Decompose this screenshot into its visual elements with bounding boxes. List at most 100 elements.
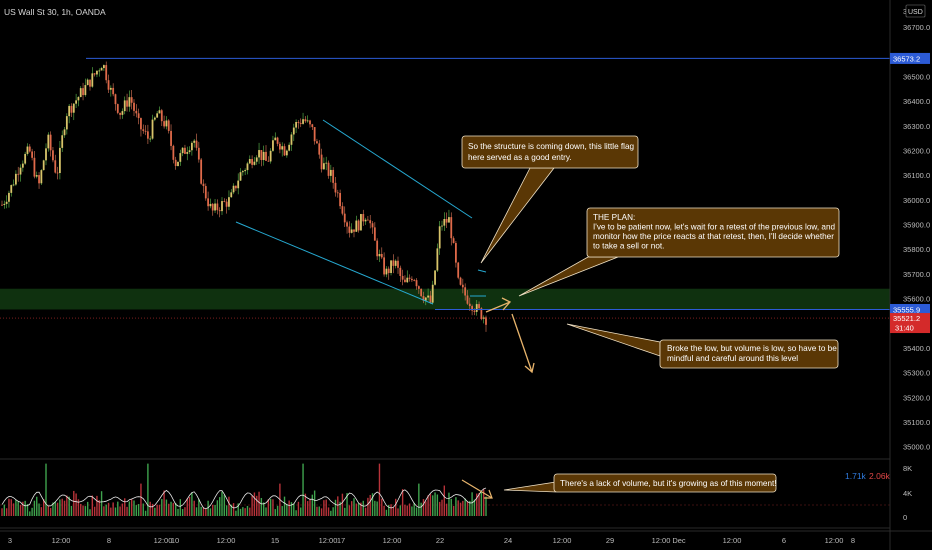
volume-bar — [350, 501, 353, 516]
price-tick-label: 36100.0 — [903, 171, 930, 180]
volume-bar — [253, 492, 256, 516]
volume-bar — [450, 498, 452, 516]
candle-body — [8, 192, 10, 202]
flag-lower-trendline — [235, 221, 434, 305]
candle-body — [45, 148, 47, 161]
candle-body — [119, 112, 122, 115]
candle-body — [454, 243, 457, 263]
volume-bar — [383, 505, 385, 516]
symbol-title[interactable]: US Wall St 30, 1h, OANDA — [4, 7, 106, 17]
candle-body — [429, 295, 432, 303]
candle-body — [473, 310, 476, 312]
price-tick-label: 35100.0 — [903, 418, 930, 427]
volume-bar — [286, 503, 288, 516]
candle-body — [346, 222, 348, 227]
volume-bar — [327, 507, 330, 516]
volume-bar — [100, 491, 103, 516]
price-tick-label: 36500.0 — [903, 73, 930, 82]
volume-bar — [464, 498, 466, 516]
volume-bar — [42, 499, 45, 516]
volume-bar — [126, 506, 128, 516]
candle-body — [369, 220, 372, 224]
candle-body — [128, 97, 131, 107]
volume-bar — [302, 463, 304, 516]
volume-bar — [174, 502, 177, 516]
candle-body — [234, 185, 237, 189]
candle-body — [77, 97, 80, 101]
candle-countdown: 31:40 — [895, 324, 914, 333]
candle-body — [26, 146, 29, 154]
candle-body — [322, 163, 325, 170]
structure-callout[interactable]: So the structure is coming down, this li… — [461, 135, 639, 264]
volume-bar — [432, 495, 434, 516]
candle-body — [42, 160, 45, 171]
candle-body — [427, 295, 430, 298]
candle-body — [253, 161, 256, 165]
candle-body — [209, 203, 212, 207]
candle-body — [114, 94, 117, 105]
candle-body — [362, 214, 365, 222]
price-axis[interactable]: 3 USD 36700.0 36500.0 36400.0 36300.0 36200.… — [889, 0, 932, 550]
volume-bar — [330, 510, 332, 516]
candle-body — [357, 220, 360, 231]
candle-body — [327, 162, 330, 176]
volume-bar — [193, 500, 195, 516]
volume-note: There's a lack of volume, but it's growi… — [560, 479, 777, 488]
projection-retest-arrowhead — [501, 297, 512, 311]
volume-bar — [191, 492, 193, 516]
volume-bar — [276, 505, 279, 516]
volume-bar — [411, 506, 413, 516]
volume-bar — [360, 502, 362, 516]
candle-body — [61, 135, 64, 148]
volume-bar — [364, 507, 367, 516]
currency-button[interactable] — [905, 4, 926, 18]
volume-callout[interactable]: There's a lack of volume, but it's growi… — [503, 473, 777, 493]
volume-bar — [93, 506, 96, 516]
candle-body — [112, 87, 115, 95]
volume-bar — [40, 507, 43, 516]
volume-tick-4k: 4K — [903, 489, 912, 498]
volume-bar — [346, 493, 348, 516]
volume-bar — [181, 508, 184, 516]
candle-body — [86, 79, 89, 86]
candle-body — [376, 240, 379, 257]
candle-body — [82, 88, 84, 96]
candle-body — [105, 65, 108, 81]
volume-bar — [96, 495, 98, 516]
candle-body — [468, 303, 471, 307]
time-tick-label: 6 — [782, 536, 786, 545]
candle-body — [404, 279, 406, 283]
break-callout[interactable]: Broke the low, but volume is low, so hav… — [566, 323, 839, 369]
candle-body — [188, 150, 191, 153]
volume-bar — [161, 498, 163, 516]
volume-bar — [214, 504, 216, 516]
candle-body — [283, 146, 286, 156]
time-tick-label: 3 — [8, 536, 12, 545]
time-tick-label: 10 — [171, 536, 179, 545]
volume-bar — [281, 506, 283, 516]
candle-body — [466, 295, 469, 304]
candle-body — [65, 116, 68, 130]
plan-callout[interactable]: THE PLAN: I've to be patient now, let's w… — [518, 207, 840, 297]
volume-bar — [22, 501, 24, 516]
high-price-tag — [890, 52, 930, 64]
volume-bar — [19, 504, 22, 516]
svg-text:THE PLAN:I've to be patient no: THE PLAN: I've to be patient now, let's w… — [593, 213, 836, 251]
candle-body — [297, 121, 300, 123]
volume-bar — [70, 505, 73, 516]
volume-arrow-head — [484, 489, 493, 499]
candle-body — [79, 88, 82, 98]
volume-bar — [443, 485, 446, 516]
price-tick-label: 36700.0 — [903, 23, 930, 32]
time-tick-label: 24 — [504, 536, 512, 545]
price-tick-label: 36300.0 — [903, 122, 930, 131]
structure-callout-box — [461, 135, 639, 169]
time-tick-label: 29 — [606, 536, 614, 545]
candle-body — [216, 203, 219, 211]
plan-callout-box — [586, 207, 840, 258]
volume-bar — [418, 483, 420, 516]
candle-body — [485, 317, 487, 325]
volume-bar — [221, 491, 223, 516]
